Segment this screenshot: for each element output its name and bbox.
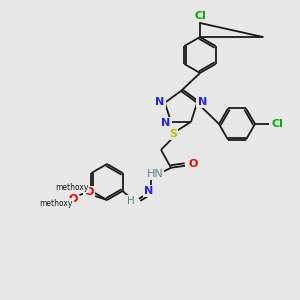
Text: Cl: Cl bbox=[271, 119, 283, 129]
Text: H: H bbox=[127, 196, 135, 206]
Text: S: S bbox=[169, 129, 177, 139]
Text: O: O bbox=[84, 187, 94, 197]
Text: methoxy: methoxy bbox=[40, 199, 73, 208]
Text: O: O bbox=[69, 194, 78, 204]
Text: O: O bbox=[188, 159, 198, 169]
Text: N: N bbox=[155, 97, 164, 107]
Text: methoxy: methoxy bbox=[55, 184, 89, 193]
Text: N: N bbox=[144, 186, 154, 196]
Text: N: N bbox=[161, 118, 171, 128]
Text: N: N bbox=[197, 97, 207, 107]
Text: Cl: Cl bbox=[194, 11, 206, 21]
Text: HN: HN bbox=[147, 169, 164, 179]
